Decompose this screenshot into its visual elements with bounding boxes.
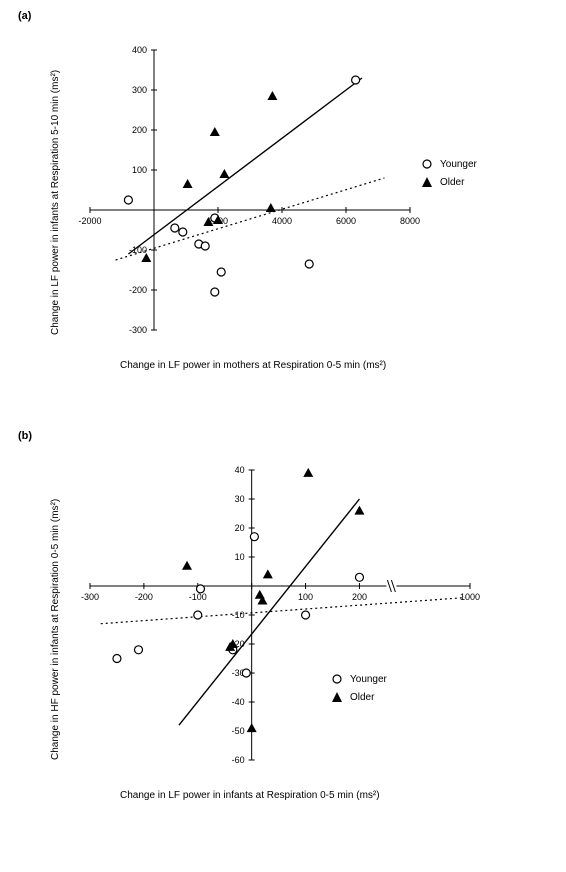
legend-label-younger-b: Younger [350, 674, 387, 685]
legend-a: Younger Older [420, 155, 477, 191]
circle-icon [420, 157, 434, 171]
svg-text:30: 30 [235, 494, 245, 504]
legend-row-older: Older [420, 173, 477, 191]
panel-b-label: (b) [18, 430, 32, 442]
svg-text:10: 10 [235, 552, 245, 562]
chart-b: -300-200-1001002001000-60-50-40-30-20-10… [60, 460, 500, 800]
plot-area-a: -20002000400060008000-300-200-1001002003… [90, 50, 410, 330]
chart-a: -20002000400060008000-300-200-1001002003… [60, 40, 480, 370]
circle-icon [330, 672, 344, 686]
legend-label-older-b: Older [350, 692, 374, 703]
y-title-a: Change in LF power in infants at Respira… [50, 70, 61, 335]
svg-text:200: 200 [352, 592, 367, 602]
svg-text:100: 100 [298, 592, 313, 602]
svg-text:20: 20 [235, 523, 245, 533]
svg-text:-100: -100 [189, 592, 207, 602]
svg-text:-300: -300 [129, 325, 147, 335]
svg-text:-200: -200 [129, 285, 147, 295]
legend-label-younger: Younger [440, 159, 477, 170]
triangle-icon [420, 175, 434, 189]
legend-row-older-b: Older [330, 688, 387, 706]
legend-label-older: Older [440, 177, 464, 188]
svg-b: -300-200-1001002001000-60-50-40-30-20-10… [90, 470, 470, 760]
svg-text:100: 100 [132, 165, 147, 175]
svg-text:4000: 4000 [272, 216, 292, 226]
x-title-b: Change in LF power in infants at Respira… [120, 790, 380, 801]
triangle-icon [330, 690, 344, 704]
svg-text:-40: -40 [232, 697, 245, 707]
svg-text:40: 40 [235, 465, 245, 475]
legend-row-younger-b: Younger [330, 670, 387, 688]
legend-row-younger: Younger [420, 155, 477, 173]
svg-text:1000: 1000 [460, 592, 480, 602]
svg-text:200: 200 [132, 125, 147, 135]
plot-area-b: -300-200-1001002001000-60-50-40-30-20-10… [90, 470, 470, 760]
svg-a: -20002000400060008000-300-200-1001002003… [90, 50, 410, 330]
svg-text:-200: -200 [135, 592, 153, 602]
y-title-b: Change in HF power in infants at Respira… [50, 499, 61, 760]
svg-text:-50: -50 [232, 726, 245, 736]
legend-b: Younger Older [330, 670, 387, 706]
svg-text:-2000: -2000 [78, 216, 101, 226]
svg-text:-300: -300 [81, 592, 99, 602]
panel-a-label: (a) [18, 10, 31, 22]
svg-text:8000: 8000 [400, 216, 420, 226]
svg-text:-60: -60 [232, 755, 245, 765]
svg-text:6000: 6000 [336, 216, 356, 226]
x-title-a: Change in LF power in mothers at Respira… [120, 360, 386, 371]
svg-text:300: 300 [132, 85, 147, 95]
svg-text:-10: -10 [232, 610, 245, 620]
svg-text:400: 400 [132, 45, 147, 55]
